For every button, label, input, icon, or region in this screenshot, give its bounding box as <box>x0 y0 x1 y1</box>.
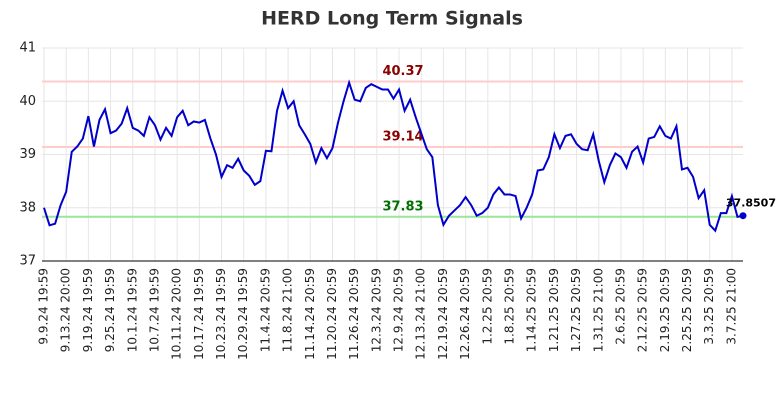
x-tick-label: 10.7.24 19:59 <box>147 268 161 352</box>
level-label: 39.14 <box>382 130 423 145</box>
x-tick-label: 2.6.25 20:59 <box>613 268 627 345</box>
x-tick-label: 9.25.24 19:59 <box>103 268 117 352</box>
x-tick-label: 10.23.24 19:59 <box>214 268 228 360</box>
x-tick-label: 1.21.25 20:59 <box>547 268 561 352</box>
last-point <box>739 212 747 220</box>
x-tick-label: 12.19.24 20:59 <box>436 268 450 360</box>
y-tick-label: 37 <box>19 254 36 269</box>
x-tick-label: 12.9.24 20:59 <box>392 268 406 352</box>
x-tick-label: 11.8.24 21:00 <box>281 268 295 352</box>
x-tick-label: 9.9.24 19:59 <box>37 268 51 345</box>
x-tick-label: 11.14.24 20:59 <box>303 268 317 360</box>
price-line <box>43 79 744 233</box>
x-tick-label: 10.1.24 19:59 <box>125 268 139 352</box>
x-tick-label: 12.26.24 20:59 <box>458 268 472 360</box>
x-tick-label: 10.29.24 19:59 <box>236 268 250 360</box>
last-value-label: 37.8507 <box>726 197 776 210</box>
x-tick-label: 11.26.24 20:59 <box>347 268 361 360</box>
x-tick-label: 2.12.25 20:59 <box>636 268 650 352</box>
level-label: 37.83 <box>382 199 423 214</box>
x-tick-label: 1.2.25 20:59 <box>480 268 494 345</box>
x-tick-label: 1.27.25 20:59 <box>569 268 583 352</box>
x-tick-label: 11.20.24 20:59 <box>325 268 339 360</box>
x-tick-label: 9.19.24 19:59 <box>81 268 95 352</box>
x-tick-label: 2.25.25 20:59 <box>680 268 694 352</box>
x-tick-label: 9.13.24 20:00 <box>59 268 73 352</box>
x-tick-label: 11.4.24 20:59 <box>258 268 272 352</box>
x-tick-label: 2.19.25 20:59 <box>658 268 672 352</box>
x-tick-label: 12.13.24 21:00 <box>414 268 428 360</box>
level-label: 40.37 <box>382 64 423 79</box>
y-tick-label: 41 <box>19 41 36 56</box>
y-tick-label: 39 <box>19 147 36 162</box>
x-tick-label: 10.17.24 19:59 <box>192 268 206 360</box>
x-tick-label: 3.3.25 20:59 <box>702 268 716 345</box>
x-tick-label: 10.11.24 20:00 <box>170 268 184 360</box>
chart-title: HERD Long Term Signals <box>261 8 523 30</box>
y-tick-label: 38 <box>19 200 36 215</box>
x-tick-label: 1.8.25 20:59 <box>503 268 517 345</box>
x-tick-label: 1.31.25 21:00 <box>591 268 605 352</box>
y-tick-label: 40 <box>19 94 36 109</box>
x-tick-label: 1.14.25 20:59 <box>525 268 539 352</box>
x-tick-label: 3.7.25 21:00 <box>724 268 738 345</box>
x-tick-label: 12.3.24 20:59 <box>369 268 383 352</box>
